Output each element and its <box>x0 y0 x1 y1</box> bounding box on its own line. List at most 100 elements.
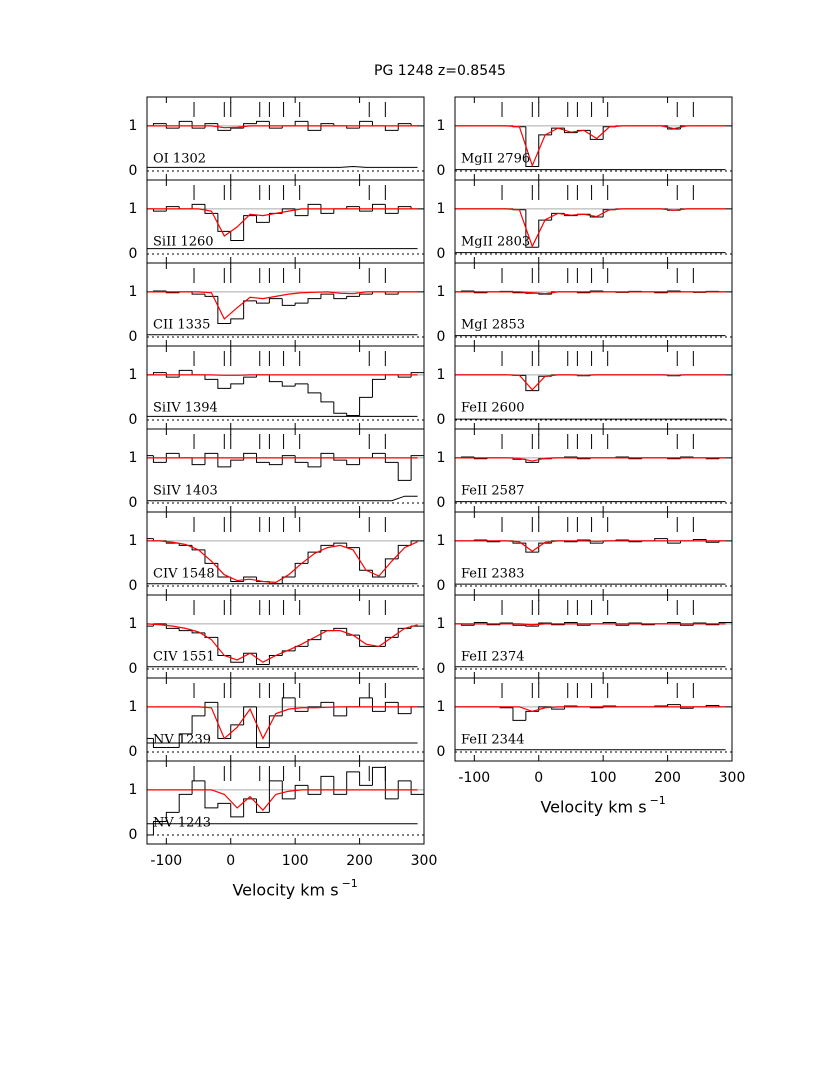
model-line <box>147 706 418 740</box>
model-line <box>455 291 726 295</box>
y-tick-label: 0 <box>129 412 138 428</box>
spectrum-bin <box>410 540 424 546</box>
model-line <box>147 623 418 663</box>
spectrum-bin <box>204 374 218 380</box>
y-tick-label: 1 <box>437 118 446 134</box>
spectrum-bin <box>667 538 681 544</box>
panel-frame <box>146 677 425 762</box>
spectrum-bin <box>281 455 296 465</box>
spectrum-bin <box>359 635 373 647</box>
spectrum-bin <box>654 538 668 541</box>
x-tick-label: -100 <box>150 853 182 869</box>
x-tick-label: -100 <box>458 770 490 786</box>
spectrum-bin <box>230 803 244 818</box>
y-tick-label: 1 <box>437 201 446 217</box>
spectrum-bin <box>346 125 360 129</box>
spectrum-bin <box>191 203 205 209</box>
spectrum-bin <box>602 209 617 217</box>
error-line <box>147 165 418 168</box>
spectrum-bin <box>371 121 386 127</box>
spectrum-bin <box>320 452 334 467</box>
spectrum-bin <box>320 630 334 640</box>
spectrum-bin <box>191 291 205 295</box>
spectrum-bin <box>152 208 167 212</box>
spectrum-bin <box>307 298 321 304</box>
spectrum-bin <box>538 542 552 553</box>
spectrum-bin <box>294 784 309 799</box>
spectrum-bin <box>307 785 321 795</box>
spectrum-bin <box>204 632 218 638</box>
y-tick-label: 0 <box>129 495 138 511</box>
spectrum-bin <box>256 706 270 748</box>
spectrum-bin <box>410 372 424 378</box>
panel <box>147 434 424 504</box>
spectrum-bin <box>256 300 270 304</box>
spectrum-bin <box>294 302 309 306</box>
y-tick-label: 1 <box>437 367 446 383</box>
y-tick-label: 1 <box>437 699 446 715</box>
spectrum-bin <box>256 120 270 124</box>
model-line <box>147 125 418 129</box>
y-tick-label: 0 <box>437 163 446 179</box>
spectrum-bin <box>371 452 386 458</box>
spectrum-bin <box>384 636 399 647</box>
spectrum-bin <box>384 767 399 800</box>
line-label: OI 1302 <box>153 152 206 167</box>
line-label: FeII 2600 <box>461 401 525 416</box>
spectrum-bin <box>333 542 347 546</box>
spectrum-bin <box>397 780 412 799</box>
y-tick-label: 0 <box>437 495 446 511</box>
spectrum-bin <box>384 291 399 295</box>
spectrum-bin <box>294 120 309 126</box>
spectrum-bin <box>165 372 180 378</box>
model-line <box>147 540 418 583</box>
panel <box>455 185 732 255</box>
spectrum-bin <box>359 293 373 297</box>
spectrum-bin <box>294 208 309 217</box>
y-tick-label: 0 <box>437 661 446 677</box>
panel-frame <box>454 594 733 679</box>
line-label: NV 1243 <box>153 816 211 831</box>
spectrum-bin <box>217 213 231 232</box>
line-label: CIV 1551 <box>153 650 215 665</box>
panel <box>147 600 424 670</box>
spectrum-bin <box>204 123 218 129</box>
spectrum-bin <box>268 298 283 304</box>
spectrum-bin <box>307 462 321 468</box>
spectrum-bin <box>384 453 399 463</box>
spectrum-bin <box>281 650 296 656</box>
spectrum-bin <box>165 811 180 822</box>
spectrum-bin <box>191 457 205 466</box>
spectrum-bin <box>551 127 565 135</box>
spectrum-bin <box>217 702 231 739</box>
y-tick-label: 1 <box>129 284 138 300</box>
spectrum-bin <box>538 375 552 391</box>
spectrum-bin <box>359 547 373 571</box>
spectrum-bin <box>230 383 244 389</box>
line-label: SiIV 1403 <box>153 484 218 499</box>
panel <box>455 268 732 338</box>
y-tick-label: 0 <box>129 246 138 262</box>
spectrum-bin <box>243 376 257 384</box>
spectrum-bin <box>320 123 334 131</box>
y-tick-label: 1 <box>129 699 138 715</box>
spectrum-bin <box>152 372 167 375</box>
panel <box>147 683 424 753</box>
spectrum-bin <box>333 208 347 214</box>
panel-frame <box>454 345 733 430</box>
spectrum-bin <box>525 126 539 167</box>
line-label: MgII 2803 <box>461 235 530 250</box>
x-axis-label-exponent: −1 <box>650 794 666 807</box>
model-line <box>147 208 418 237</box>
spectrum-bin <box>281 381 296 387</box>
spectrum-bin <box>268 715 283 748</box>
spectrum-bin <box>294 697 309 712</box>
panel <box>455 102 732 172</box>
y-tick-label: 1 <box>129 118 138 134</box>
spectrum-bin <box>230 127 244 131</box>
spectrum-bin <box>346 628 360 636</box>
spectrum-bin <box>217 453 231 468</box>
model-line <box>455 540 726 552</box>
spectrum-bin <box>243 452 257 461</box>
spectrum-bin <box>281 780 296 800</box>
